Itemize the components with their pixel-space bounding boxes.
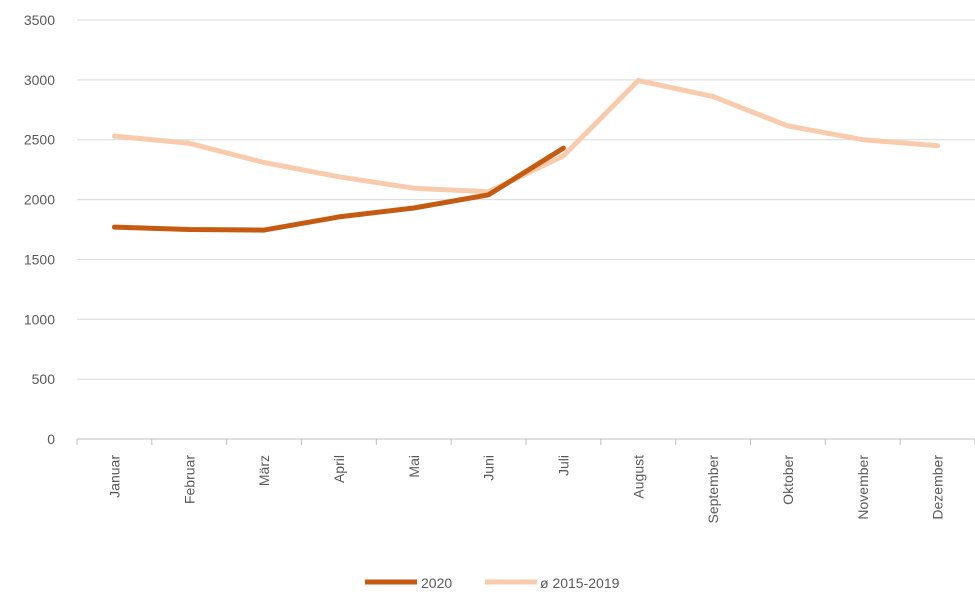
y-tick-label: 2500 [24, 132, 55, 148]
y-tick-label: 1500 [24, 251, 55, 267]
y-tick-label: 500 [32, 371, 56, 387]
y-tick-label: 0 [47, 431, 55, 447]
y-tick-label: 3000 [24, 72, 55, 88]
legend-item-avg-2015-2019: ø 2015-2019 [485, 575, 620, 591]
x-tick-label: Januar [106, 455, 122, 498]
legend-label-avg-2015-2019: ø 2015-2019 [540, 575, 620, 591]
x-tick-label: Juni [481, 455, 497, 481]
x-tick-label: Oktober [780, 455, 796, 505]
y-tick-label: 2000 [24, 192, 55, 208]
x-tick-label: Mai [406, 455, 422, 478]
x-tick-label: März [256, 455, 272, 486]
x-tick-label: September [705, 455, 721, 524]
x-tick-label: November [855, 455, 871, 520]
legend-label-2020: 2020 [421, 575, 452, 591]
x-tick-label: August [630, 455, 646, 499]
gridlines [77, 19, 975, 440]
legend: 2020 ø 2015-2019 [365, 575, 620, 591]
x-axis-ticks: Januar Februar März April Mai Juni Juli August S… [76, 439, 975, 524]
y-axis-ticks: 0 500 1000 1500 2000 2500 3000 3500 [24, 12, 55, 447]
x-tick-label: Februar [181, 455, 197, 504]
y-tick-label: 1000 [24, 311, 55, 327]
series-line-avg-2015-2019 [111, 78, 941, 195]
x-tick-label: April [331, 455, 347, 483]
x-tick-label: Dezember [930, 455, 946, 520]
legend-item-2020: 2020 [365, 575, 452, 591]
x-tick-label: Juli [555, 455, 571, 476]
series-lines [111, 78, 941, 233]
y-tick-label: 3500 [24, 12, 55, 28]
series-line-2020 [111, 145, 566, 233]
